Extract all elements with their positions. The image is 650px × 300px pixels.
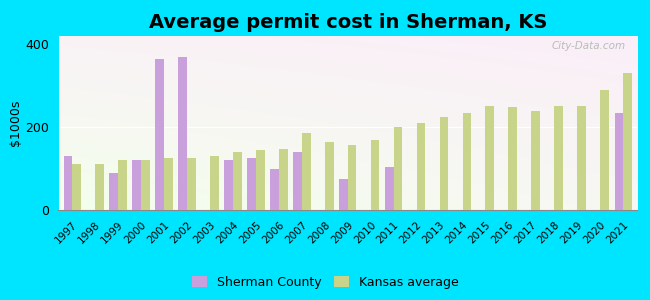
Bar — [270, 169, 279, 210]
Bar — [385, 167, 394, 210]
Bar — [370, 140, 380, 210]
Bar — [463, 112, 471, 210]
Bar — [256, 150, 265, 210]
Bar — [302, 134, 311, 210]
Legend: Sherman County, Kansas average: Sherman County, Kansas average — [187, 271, 463, 294]
Title: Average permit cost in Sherman, KS: Average permit cost in Sherman, KS — [149, 13, 547, 32]
Y-axis label: $1000s: $1000s — [9, 100, 22, 146]
Bar — [233, 152, 242, 210]
Text: City-Data.com: City-Data.com — [551, 41, 625, 51]
Bar — [96, 164, 104, 210]
Bar — [133, 160, 141, 210]
Bar — [348, 145, 356, 210]
Bar — [247, 158, 256, 210]
Bar — [554, 106, 563, 210]
Bar — [600, 90, 609, 210]
Bar — [325, 142, 333, 210]
Bar — [486, 106, 494, 210]
Bar — [279, 149, 287, 210]
Bar — [72, 164, 81, 210]
Bar — [118, 160, 127, 210]
Bar — [623, 73, 632, 210]
Bar — [178, 57, 187, 210]
Bar — [439, 117, 448, 210]
Bar — [210, 156, 219, 210]
Bar — [64, 156, 72, 210]
Bar — [532, 111, 540, 210]
Bar — [224, 160, 233, 210]
Bar — [293, 152, 302, 210]
Bar — [339, 179, 348, 210]
Bar — [109, 173, 118, 210]
Bar — [577, 106, 586, 210]
Bar — [508, 107, 517, 210]
Bar — [164, 158, 173, 210]
Bar — [614, 112, 623, 210]
Bar — [417, 123, 425, 210]
Bar — [394, 127, 402, 210]
Bar — [141, 160, 150, 210]
Bar — [187, 158, 196, 210]
Bar — [155, 59, 164, 210]
